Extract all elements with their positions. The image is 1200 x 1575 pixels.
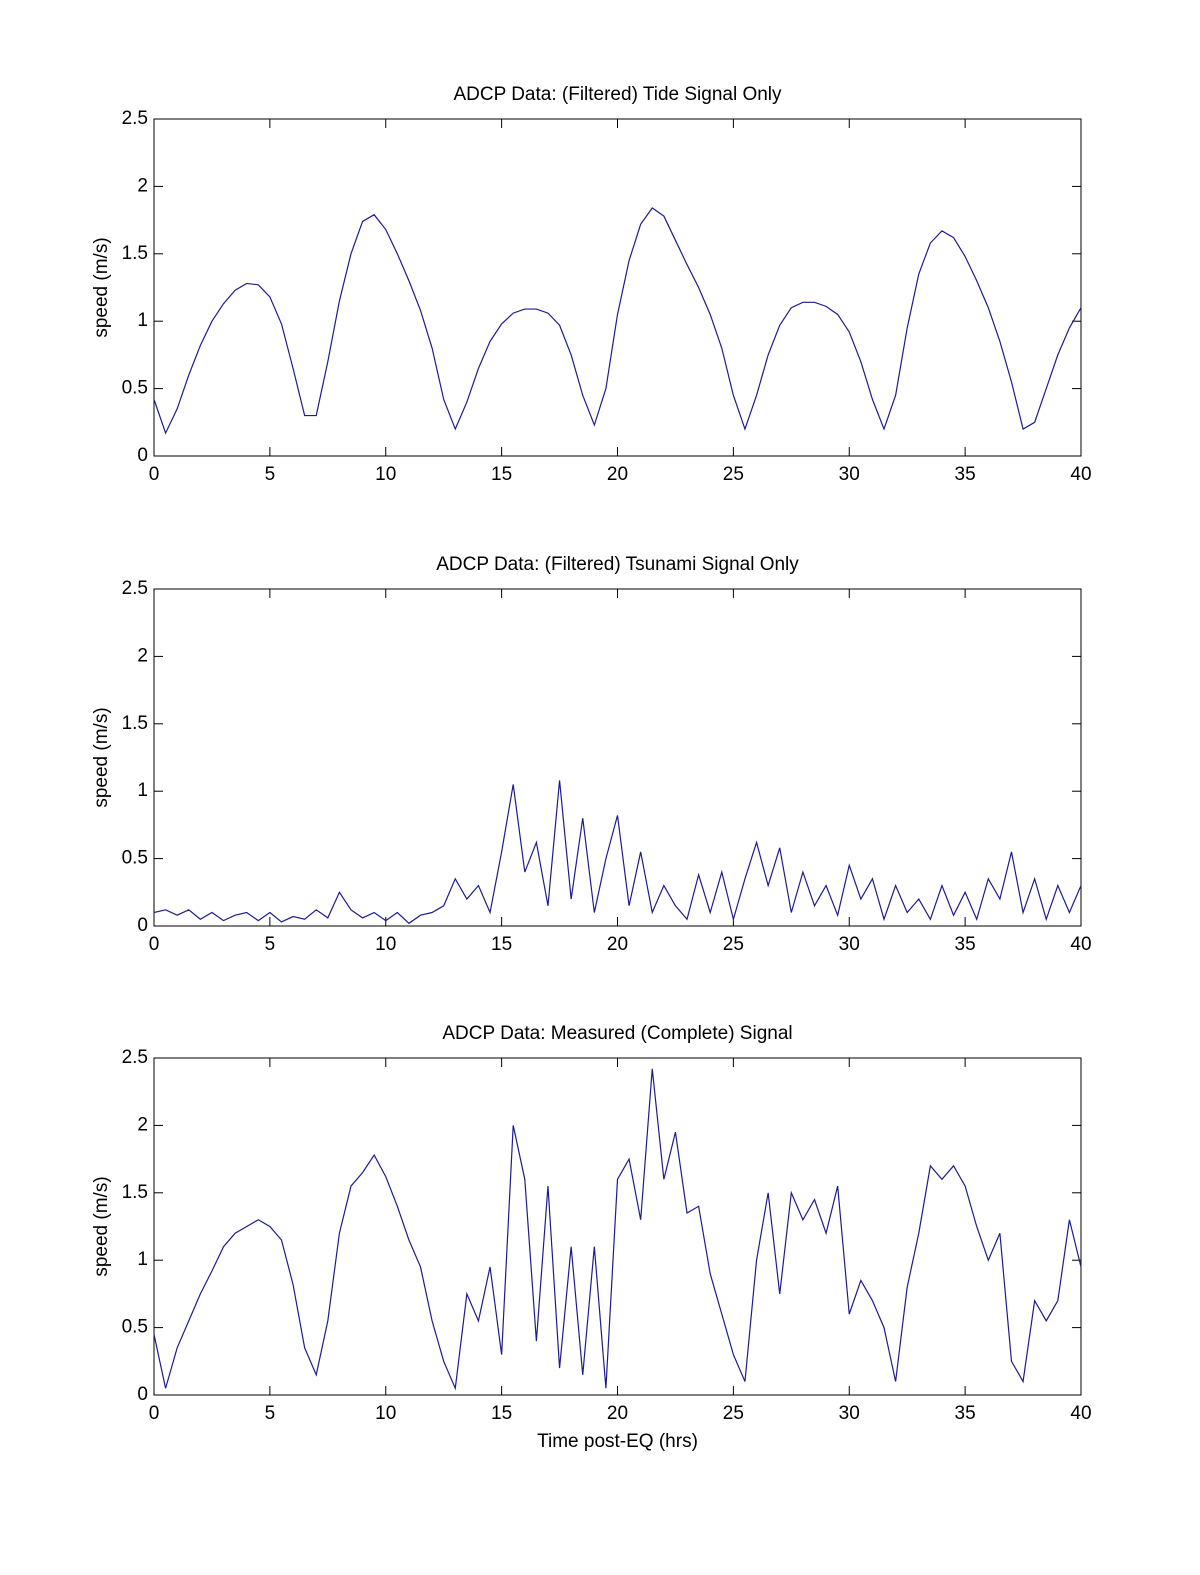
- x-tick-label: 35: [955, 1403, 976, 1424]
- y-tick-label: 2: [137, 1114, 148, 1135]
- x-tick-label: 5: [265, 1403, 276, 1424]
- y-tick-label: 1: [137, 780, 148, 801]
- x-tick-label: 15: [491, 1403, 512, 1424]
- x-tick-label: 40: [1070, 1403, 1091, 1424]
- x-tick-label: 30: [839, 464, 860, 485]
- x-axis-label: Time post-EQ (hrs): [537, 1431, 698, 1452]
- x-tick-label: 0: [149, 934, 160, 955]
- data-line: [153, 207, 1082, 435]
- y-tick-label: 2.5: [122, 1047, 148, 1068]
- x-tick-label: 30: [839, 934, 860, 955]
- x-tick-label: 10: [375, 934, 396, 955]
- y-tick-label: 1.5: [122, 713, 148, 734]
- x-tick-label: 20: [607, 464, 628, 485]
- y-axis-label: speed (m/s): [91, 707, 112, 807]
- y-axis-label: speed (m/s): [91, 237, 112, 337]
- x-tick-label: 30: [839, 1403, 860, 1424]
- x-tick-label: 5: [265, 464, 276, 485]
- x-tick-label: 20: [607, 934, 628, 955]
- x-tick-label: 35: [955, 934, 976, 955]
- y-tick-label: 0.5: [122, 378, 148, 399]
- y-tick-label: 1.5: [122, 243, 148, 264]
- x-tick-label: 15: [491, 464, 512, 485]
- data-line: [153, 1068, 1082, 1391]
- x-tick-label: 10: [375, 464, 396, 485]
- axes-box: [153, 588, 1082, 927]
- y-tick-label: 2.5: [122, 108, 148, 129]
- chart-title: ADCP Data: (Filtered) Tide Signal Only: [453, 84, 782, 105]
- y-tick-label: 1: [137, 1249, 148, 1270]
- x-tick-label: 0: [149, 464, 160, 485]
- x-tick-label: 35: [955, 464, 976, 485]
- chart-title: ADCP Data: (Filtered) Tsunami Signal Onl…: [436, 554, 799, 575]
- x-tick-label: 15: [491, 934, 512, 955]
- axes-box: [153, 118, 1082, 457]
- x-tick-label: 20: [607, 1403, 628, 1424]
- y-tick-label: 2: [137, 175, 148, 196]
- x-tick-label: 25: [723, 934, 744, 955]
- y-tick-label: 1: [137, 310, 148, 331]
- axes-box: [153, 1057, 1082, 1396]
- x-tick-label: 40: [1070, 464, 1091, 485]
- x-tick-label: 0: [149, 1403, 160, 1424]
- y-tick-label: 0.5: [122, 848, 148, 869]
- y-tick-label: 0: [137, 915, 148, 936]
- y-tick-label: 0.5: [122, 1317, 148, 1338]
- y-tick-label: 2.5: [122, 578, 148, 599]
- data-line: [153, 780, 1082, 925]
- x-tick-label: 25: [723, 1403, 744, 1424]
- x-tick-label: 25: [723, 464, 744, 485]
- x-tick-label: 10: [375, 1403, 396, 1424]
- x-tick-label: 40: [1070, 934, 1091, 955]
- y-tick-label: 0: [137, 1384, 148, 1405]
- y-axis-label: speed (m/s): [91, 1176, 112, 1276]
- chart-title: ADCP Data: Measured (Complete) Signal: [442, 1023, 792, 1044]
- y-tick-label: 2: [137, 645, 148, 666]
- y-tick-label: 1.5: [122, 1182, 148, 1203]
- x-tick-label: 5: [265, 934, 276, 955]
- y-tick-label: 0: [137, 445, 148, 466]
